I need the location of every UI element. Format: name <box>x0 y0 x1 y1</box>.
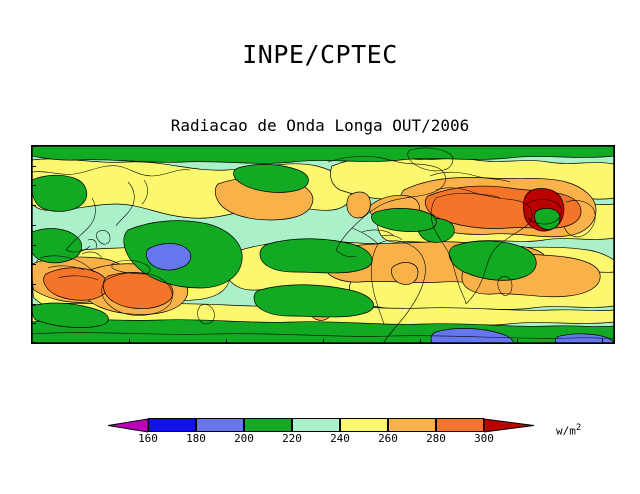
x-tick-mark <box>420 339 421 343</box>
colorbar-tick-label: 260 <box>378 432 398 445</box>
y-tick-mark <box>32 185 36 187</box>
page-title: INPE/CPTEC <box>242 40 398 69</box>
colorbar-band-180-200 <box>196 418 244 432</box>
olr-contour-map <box>32 146 614 343</box>
y-tick-mark <box>32 146 36 147</box>
colorbar-tick-label: 240 <box>330 432 350 445</box>
y-tick-mark <box>32 264 36 266</box>
colorbar-units-label: w/m2 <box>556 422 581 438</box>
units-text: w/m <box>556 424 576 438</box>
map-frame: 50N 40N 30N 20N 10N EQ 10S 20S 30S 40S 5… <box>31 145 615 344</box>
y-tick-mark <box>32 342 36 343</box>
colorbar-band-260-280 <box>388 418 436 432</box>
y-tick-mark <box>32 244 36 246</box>
colorbar-tick-label: 280 <box>426 432 446 445</box>
y-tick-mark <box>32 224 36 226</box>
colorbar-band-200-220 <box>244 418 292 432</box>
colorbar-band-280-300 <box>436 418 484 432</box>
x-tick-mark <box>602 339 603 343</box>
colorbar-overflow-arrow <box>484 418 534 433</box>
colorbar-band-240-260 <box>340 418 388 432</box>
chart-title: Radiacao de Onda Longa OUT/2006 <box>170 116 470 135</box>
y-tick-mark <box>32 205 36 207</box>
colorbar-tick-label: 160 <box>138 432 158 445</box>
y-tick-mark <box>32 303 36 305</box>
colorbar-band-220-240 <box>292 418 340 432</box>
colorbar-strip: 160 180 200 220 240 260 280 300 <box>108 418 535 445</box>
colorbar-tick-label: 200 <box>234 432 254 445</box>
colorbar-band-160-180 <box>148 418 196 432</box>
colorbar-legend: 160 180 200 220 240 260 280 300 w/m2 <box>0 418 640 458</box>
y-tick-mark <box>32 165 36 167</box>
colorbar-underflow-arrow <box>108 418 148 433</box>
y-tick-mark <box>32 323 36 325</box>
x-tick-mark <box>226 339 227 343</box>
x-tick-mark <box>323 339 324 343</box>
x-tick-mark <box>129 339 130 343</box>
colorbar-tick-label: 180 <box>186 432 206 445</box>
x-tick-mark <box>517 339 518 343</box>
y-tick-mark <box>32 283 36 285</box>
units-exponent: 2 <box>575 423 582 433</box>
colorbar-tick-label: 220 <box>282 432 302 445</box>
colorbar-tick-label: 300 <box>474 432 494 445</box>
